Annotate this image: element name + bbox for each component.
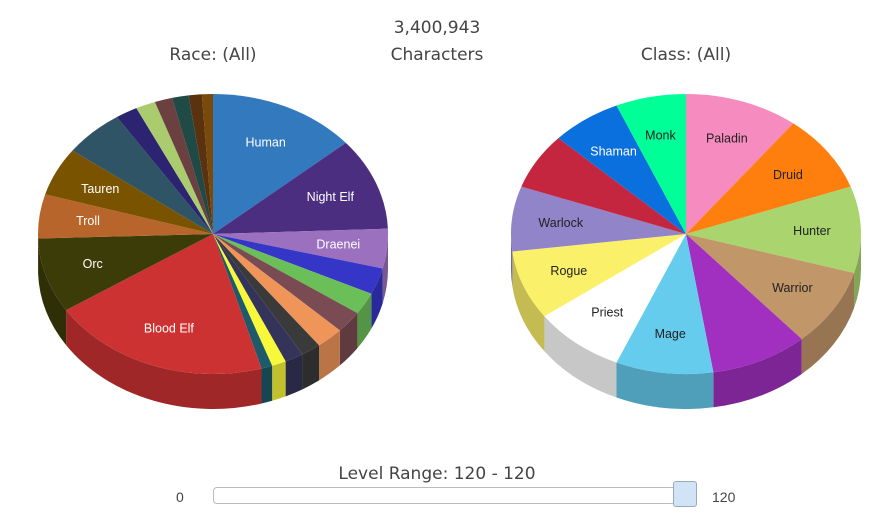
pie-slice-rogue[interactable] (512, 234, 686, 317)
slice-label: Shaman (590, 145, 637, 159)
slice-label: Human (245, 135, 285, 149)
class-pie-chart: Paladin Druid Hunter Warrior Mage Priest Rogue… (511, 94, 861, 410)
slice-label: Tauren (81, 182, 119, 196)
pie-side-1-7 (512, 251, 545, 352)
pie-slice-mage[interactable] (616, 234, 714, 374)
pie-slice-orc[interactable] (38, 234, 213, 311)
slice-label: Warlock (538, 216, 583, 230)
slice-label: Mage (655, 327, 686, 341)
pie-side-1-6 (544, 316, 617, 398)
pie-side-1-5 (616, 362, 714, 410)
pie-side-0-3 (371, 268, 383, 329)
pie-side-0-10 (261, 365, 273, 404)
pie-slice-priest[interactable] (544, 234, 686, 363)
pie-side-0-7 (302, 345, 320, 390)
pie-slice-0-5[interactable] (213, 234, 358, 331)
pie-slice-0-20[interactable] (188, 94, 213, 234)
slice-label: Druid (773, 168, 803, 182)
pie-side-1-8 (511, 234, 513, 287)
pie-side-0-6 (319, 330, 340, 381)
slice-label: Warrior (772, 281, 813, 295)
pie-slice-0-6[interactable] (213, 234, 340, 346)
slice-label: Troll (76, 214, 100, 228)
pie-side-1-2 (854, 234, 861, 309)
slice-label: Monk (645, 128, 676, 142)
race-pie-chart: Human Night Elf Draenei Blood Elf Orc Troll Ta… (38, 94, 388, 410)
slice-label: Rogue (550, 264, 587, 278)
pie-slice-0-19[interactable] (172, 95, 213, 234)
level-range-slider-track[interactable] (213, 487, 691, 504)
slice-label: Priest (591, 306, 623, 320)
slice-label: Orc (83, 257, 103, 271)
pie-slice-1-4[interactable] (686, 234, 802, 373)
pie-side-1-4 (713, 339, 802, 408)
pie-side-0-8 (285, 354, 303, 397)
pie-slice-0-3[interactable] (213, 234, 383, 294)
pie-slice-blood-elf[interactable] (66, 234, 262, 375)
pie-slice-0-17[interactable] (136, 101, 213, 234)
pie-slice-monk[interactable] (616, 94, 686, 234)
pie-slice-paladin[interactable] (686, 94, 794, 234)
pie-side-0-11 (66, 310, 262, 410)
slice-label: Paladin (706, 132, 748, 146)
pie-slice-warlock[interactable] (511, 186, 686, 252)
pie-slice-night-elf[interactable] (213, 142, 388, 234)
pie-side-0-5 (339, 313, 358, 366)
pie-slice-0-21[interactable] (201, 94, 213, 234)
pie-side-0-12 (38, 238, 67, 346)
slider-max-label: 120 (712, 489, 736, 505)
pie-slice-0-4[interactable] (213, 234, 372, 314)
pie-side-0-2 (382, 234, 388, 304)
pie-slice-shaman[interactable] (558, 105, 686, 235)
slice-label: Hunter (793, 224, 831, 238)
pie-slice-1-9[interactable] (521, 138, 686, 234)
pie-slice-0-16[interactable] (116, 108, 213, 234)
pie-slice-0-9[interactable] (213, 234, 286, 366)
pie-slice-hunter[interactable] (686, 186, 861, 274)
pie-slice-troll[interactable] (38, 194, 213, 239)
pie-slice-0-8[interactable] (213, 234, 303, 362)
level-range-label: Level Range: 120 - 120 (338, 464, 536, 484)
pie-side-1-3 (801, 273, 855, 375)
race-chart-title[interactable]: Race: (All) (169, 45, 257, 65)
character-count: 3,400,943 (393, 18, 481, 38)
level-range-slider-handle[interactable] (673, 481, 697, 507)
slider-min-label: 0 (176, 489, 184, 505)
slice-label: Night Elf (307, 190, 355, 204)
pie-slice-human[interactable] (213, 94, 346, 234)
pie-slice-0-18[interactable] (154, 97, 213, 235)
pie-slice-0-7[interactable] (213, 234, 320, 355)
pie-slice-0-15[interactable] (72, 116, 214, 234)
pie-slice-0-10[interactable] (213, 234, 273, 369)
pie-side-0-9 (272, 361, 286, 401)
pie-slice-warrior[interactable] (686, 234, 855, 340)
class-chart-title[interactable]: Class: (All) (640, 45, 732, 65)
slice-label: Draenei (316, 238, 360, 252)
pie-slice-draenei[interactable] (213, 228, 388, 269)
pie-side-0-4 (357, 293, 372, 349)
character-count-label: Characters (390, 45, 484, 65)
slice-label: Blood Elf (144, 321, 195, 335)
pie-slice-druid[interactable] (686, 123, 851, 234)
pie-slice-tauren[interactable] (45, 150, 214, 234)
